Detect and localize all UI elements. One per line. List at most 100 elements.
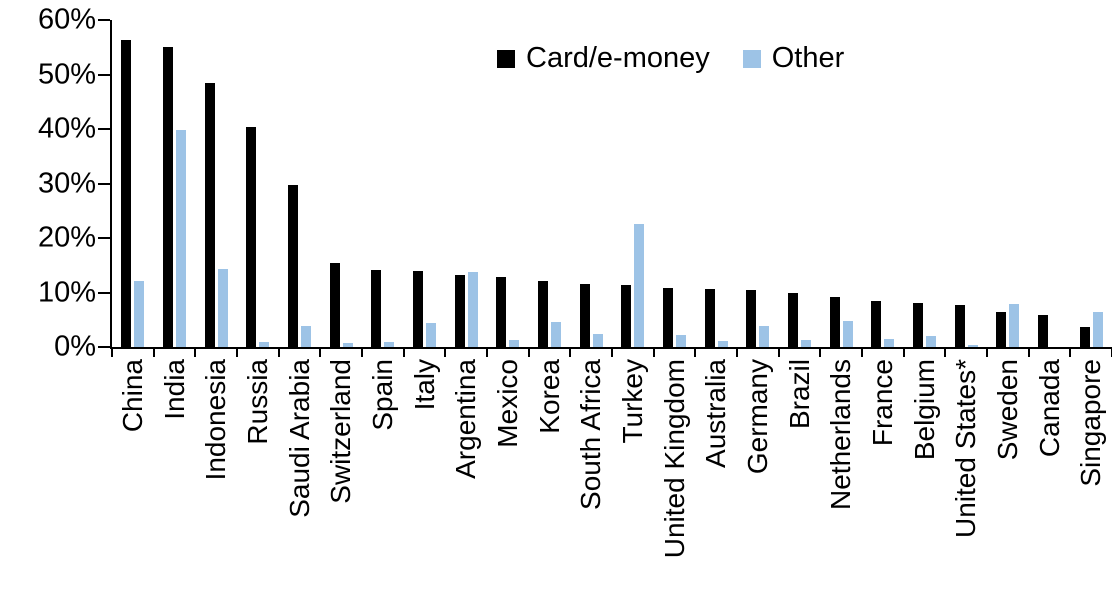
bar-other [259,341,270,347]
bar-other [342,343,353,347]
x-axis-label: United Kingdom [658,359,690,559]
x-axis-tick [194,349,197,357]
bar-other [134,280,145,347]
x-axis-tick [1069,349,1072,357]
x-axis-label: Singapore [1075,359,1107,487]
x-axis-label: France [866,359,898,447]
x-axis-tick [986,349,988,357]
x-axis-tick [486,349,488,357]
card-e-money-swatch-icon [497,49,515,68]
x-axis-label: Germany [741,359,773,475]
bar-group: Canada [1029,20,1071,457]
bar-card-e-money [954,305,965,347]
bar-card-e-money [288,184,299,347]
y-axis-tick [98,182,110,185]
bar-other [884,338,895,347]
bar-group: Belgium [904,20,946,460]
bar-group: Mexico [487,20,529,448]
y-axis-label: 10% [37,276,96,308]
x-axis-label: Mexico [491,359,523,448]
plot-area: 0% 10% 20% 30% 40% 50% 60% China India Indonesia R… [38,5,1112,558]
legend-label-other: Other [771,42,845,74]
bar-other [676,335,687,347]
x-axis-label: Turkey [616,359,648,444]
bar-group: India [154,20,196,420]
bar-card-e-money [871,300,882,347]
x-axis-tick [111,349,113,357]
bar-card-e-money [704,289,715,347]
legend-item-card-e-money: Card/e-money [497,42,710,75]
bar-group: Indonesia [195,20,237,480]
y-axis-label: 60% [37,3,96,36]
bar-other [717,341,728,347]
bar-group: Netherlands [820,20,862,510]
x-axis-label: Belgium [908,359,940,461]
legend-item-other: Other [742,42,845,75]
bar-group: Sweden [987,20,1029,460]
bar-card-e-money [829,297,840,347]
x-axis-label: Spain [366,359,398,431]
bar-card-e-money [538,281,549,347]
bar-group: Spain [362,20,404,431]
bar-card-e-money [246,126,257,347]
bar-other [926,336,937,347]
bar-other [384,342,395,347]
bar-card-e-money [371,270,382,347]
y-axis-tick [98,73,110,76]
x-axis-label: Saudi Arabia [283,359,315,518]
bar-other [551,322,562,347]
bar-other [301,325,312,347]
bar-card-e-money [163,46,173,347]
bar-group: South Africa [570,20,612,510]
x-axis-tick [694,349,697,357]
bar-group: Argentina [445,20,487,479]
x-axis-label: Australia [700,359,732,468]
x-axis-tick [277,349,280,357]
x-axis-label: Canada [1033,359,1065,458]
x-axis-tick [944,349,947,357]
x-axis-tick [736,349,738,357]
x-axis-label: Indonesia [200,359,232,481]
bar-card-e-money [663,287,674,347]
bar-card-e-money [1038,314,1049,347]
bar-card-e-money [413,271,424,347]
x-axis-label: Switzerland [325,359,357,504]
other-swatch-icon [742,49,761,68]
bar-group: France [862,20,904,446]
x-axis-tick [319,349,322,357]
x-axis-tick [527,349,530,357]
x-axis-label: Argentina [450,359,482,479]
x-axis-tick [777,349,780,357]
x-axis-label: Russia [241,359,273,445]
bar-group: Saudi Arabia [279,20,321,518]
bar-other [426,323,437,347]
bar-other [759,325,770,347]
x-axis-tick [361,349,363,357]
bar-group: Russia [237,20,279,445]
bar-card-e-money [913,302,924,347]
x-axis-tick [902,349,905,357]
bar-other [176,130,186,347]
x-axis-tick [444,349,447,357]
bar-card-e-money [621,284,632,347]
bar-group: Germany [737,20,779,474]
x-axis-label: Italy [408,359,440,411]
x-axis-label: China [116,359,148,433]
bar-group: Switzerland [320,20,362,504]
y-axis-tick [98,19,110,21]
x-axis-tick [861,349,863,357]
y-axis-tick [98,237,110,239]
bar-other [467,271,478,347]
bar-card-e-money [996,311,1007,347]
bar-card-e-money [204,83,215,347]
x-axis-tick [569,349,572,357]
bar-card-e-money [496,277,507,347]
x-axis-tick [152,349,155,357]
bar-group: United States* [945,20,987,538]
x-axis-label: Korea [533,359,565,434]
bar-group: China [112,20,154,432]
bar-card-e-money [329,262,340,347]
bar-group: Turkey [612,20,654,444]
bar-groups: China India Indonesia Russia Saudi Arabia Swi… [112,20,1112,558]
